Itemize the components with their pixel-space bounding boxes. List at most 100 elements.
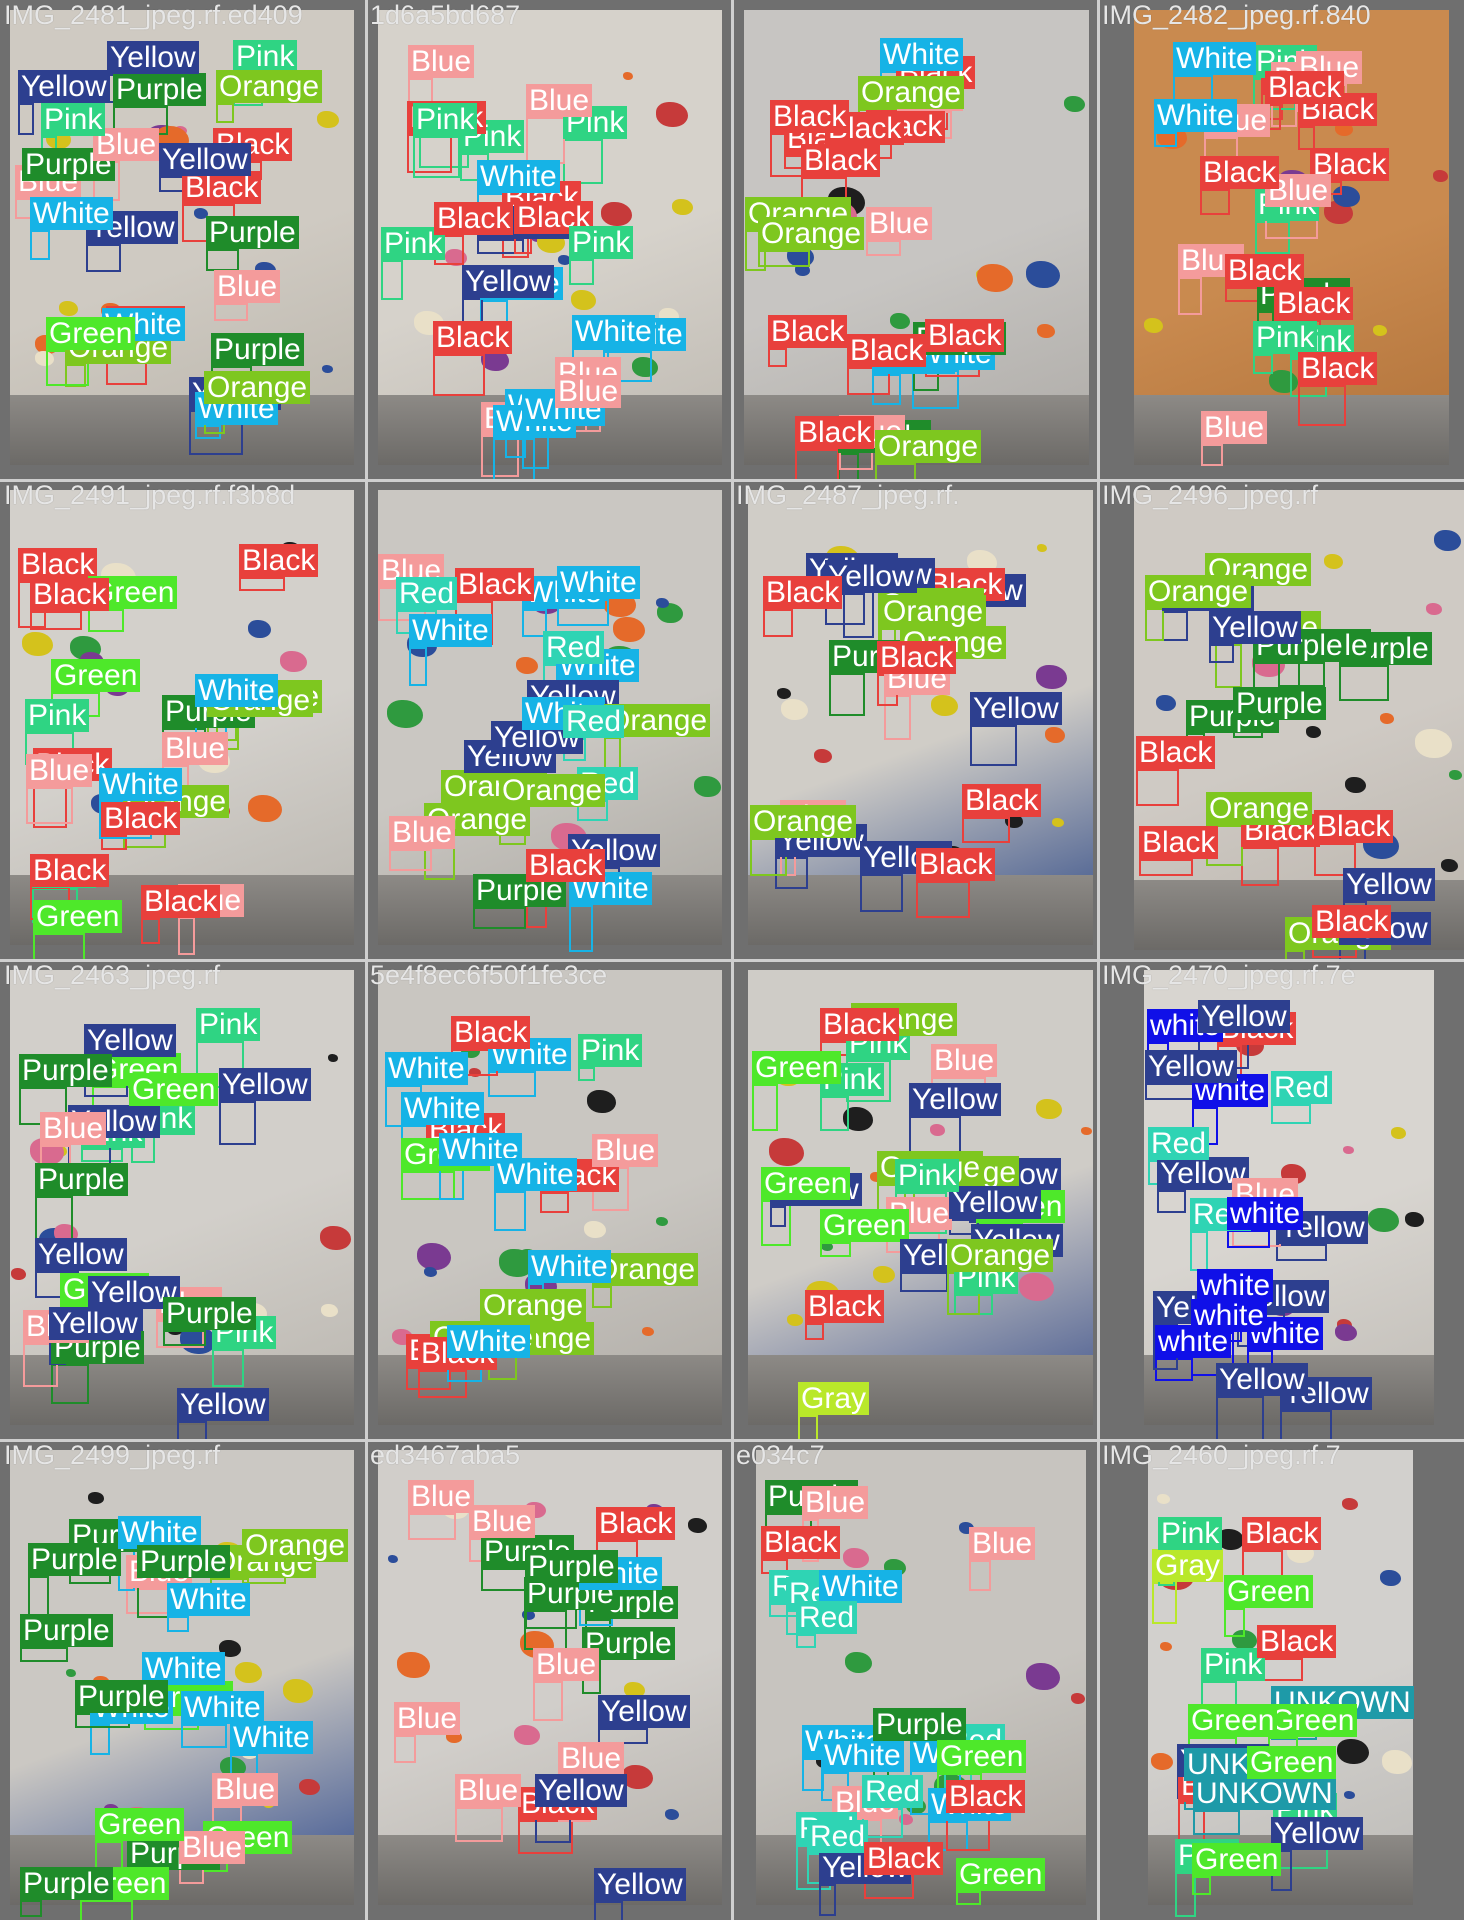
detection-label: Yellow xyxy=(84,1024,176,1057)
detection-label: Purple xyxy=(873,1708,966,1741)
detection-label: Purple xyxy=(19,1054,112,1087)
climbing-hold xyxy=(1345,777,1366,793)
climbing-hold xyxy=(1064,96,1085,112)
detection-box xyxy=(33,933,85,960)
detection-label: Black xyxy=(763,576,843,609)
climbing-hold xyxy=(235,1662,262,1683)
detection-label: Orange xyxy=(1205,553,1312,586)
climbing-hold xyxy=(1333,186,1360,207)
detection-box xyxy=(86,244,121,272)
climbing-hold xyxy=(1337,1739,1369,1764)
detection-label: Pink xyxy=(1253,321,1318,354)
detection-label: Blue xyxy=(969,1527,1036,1560)
detection-label: Blue xyxy=(455,1774,522,1807)
detection-box xyxy=(30,230,50,260)
detection-label: Yellow xyxy=(1198,1000,1290,1033)
climbing-hold xyxy=(59,301,78,316)
climbing-hold xyxy=(1434,530,1461,551)
image-filename: IMG_2496_jpeg.rf xyxy=(1102,480,1319,510)
detection-box xyxy=(798,1415,818,1440)
climbing-hold xyxy=(1380,1570,1401,1586)
detection-box xyxy=(178,917,195,955)
climbing-hold xyxy=(1144,318,1163,333)
detection-label: Yellow xyxy=(1209,611,1301,644)
climbing-hold xyxy=(328,1054,338,1062)
wall-floor xyxy=(748,875,1093,945)
detection-label: Pink xyxy=(233,40,298,73)
detection-box xyxy=(493,438,535,480)
detection-label: Black xyxy=(820,1008,900,1041)
detection-label: Red xyxy=(396,577,458,610)
climbing-hold xyxy=(248,620,271,638)
detection-label: Blue xyxy=(408,1480,475,1513)
detection-label: Purple xyxy=(75,1680,168,1713)
detection-label: Black xyxy=(182,171,262,204)
detection-label: Blue xyxy=(866,207,933,240)
detection-box xyxy=(829,673,865,716)
detection-layer: PinkBlackPinkBlackBlueBluePinkBlueBlackP… xyxy=(1098,0,1464,480)
mosaic-cell: PinkUNKOWNBlackPinkGrayBlackPinkGreenYel… xyxy=(1098,1440,1464,1920)
detection-box xyxy=(206,249,239,271)
detection-box xyxy=(408,1513,456,1540)
detection-box xyxy=(1162,611,1188,641)
detection-box xyxy=(758,250,810,267)
detection-box xyxy=(1271,1104,1311,1124)
detection-label: Blue xyxy=(179,1831,246,1864)
climbing-hold xyxy=(1052,818,1064,827)
detection-label: Yellow xyxy=(1216,1363,1308,1396)
detection-layer: BlackBlackOrangeBluePurpleBlackOrangeBla… xyxy=(732,0,1098,480)
detection-label: Gray xyxy=(798,1382,870,1415)
mosaic-cell: RedWhiteBlackRedWhitePurpleWhiteBlueGree… xyxy=(732,1440,1098,1920)
detection-box xyxy=(956,1891,981,1905)
image-filename: IMG_2482_jpeg.rf.840 xyxy=(1102,0,1371,30)
detection-label: Green xyxy=(46,317,136,350)
climbing-hold xyxy=(1151,1753,1173,1770)
detection-box xyxy=(819,1884,836,1916)
detection-box xyxy=(594,1901,623,1920)
detection-box xyxy=(1154,132,1177,147)
climbing-hold xyxy=(1405,1212,1424,1227)
climbing-hold xyxy=(481,349,509,371)
climbing-hold xyxy=(656,598,669,608)
detection-layer: OrangeBlueGreenPinkBlackOrangeBlackPinkB… xyxy=(0,480,366,960)
image-filename: 5e4f8ec6f50f1fe3ce xyxy=(370,960,608,990)
detection-label: Black xyxy=(141,885,221,918)
climbing-hold xyxy=(787,1314,803,1326)
detection-label: Gray xyxy=(1152,1549,1224,1582)
detection-label: Black xyxy=(451,1016,531,1049)
detection-box xyxy=(65,364,86,387)
detection-label: Purple xyxy=(582,1627,675,1660)
detection-label: Black xyxy=(433,321,513,354)
detection-label: Green xyxy=(129,1073,219,1106)
detection-label: Yellow xyxy=(970,692,1062,725)
detection-layer: RedWhiteBlackRedWhitePurpleWhiteBlueGree… xyxy=(732,1440,1098,1920)
detection-layer: GreenPurplePinkYellowPinkYellowPurplePin… xyxy=(0,960,366,1440)
detection-box xyxy=(860,874,903,912)
climbing-hold xyxy=(890,313,910,329)
detection-box xyxy=(540,1192,569,1213)
detection-label: Green xyxy=(51,659,141,692)
detection-box xyxy=(181,1724,227,1748)
detection-box xyxy=(26,787,73,824)
detection-box xyxy=(1280,1410,1332,1440)
detection-box xyxy=(88,609,124,632)
detection-label: Blue xyxy=(592,1134,659,1167)
mosaic-cell: BluePinkYellowGreenYellowPinkGrayYellowB… xyxy=(732,960,1098,1440)
climbing-hold xyxy=(1380,713,1394,724)
detection-label: Green xyxy=(95,1808,185,1841)
detection-box xyxy=(563,139,603,184)
detection-label: Black xyxy=(864,1842,944,1875)
detection-box xyxy=(394,1735,416,1763)
detection-label: Black xyxy=(916,848,996,881)
detection-label: Black xyxy=(925,319,1005,352)
detection-box xyxy=(820,1096,849,1131)
climbing-hold xyxy=(1019,1273,1054,1301)
detection-label: White xyxy=(99,768,182,801)
climbing-hold xyxy=(1335,1324,1357,1341)
detection-label: Pink xyxy=(569,226,634,259)
detection-box xyxy=(1178,277,1202,315)
detection-box xyxy=(1192,1876,1211,1895)
detection-label: Black xyxy=(847,334,927,367)
climbing-hold xyxy=(977,264,1013,292)
